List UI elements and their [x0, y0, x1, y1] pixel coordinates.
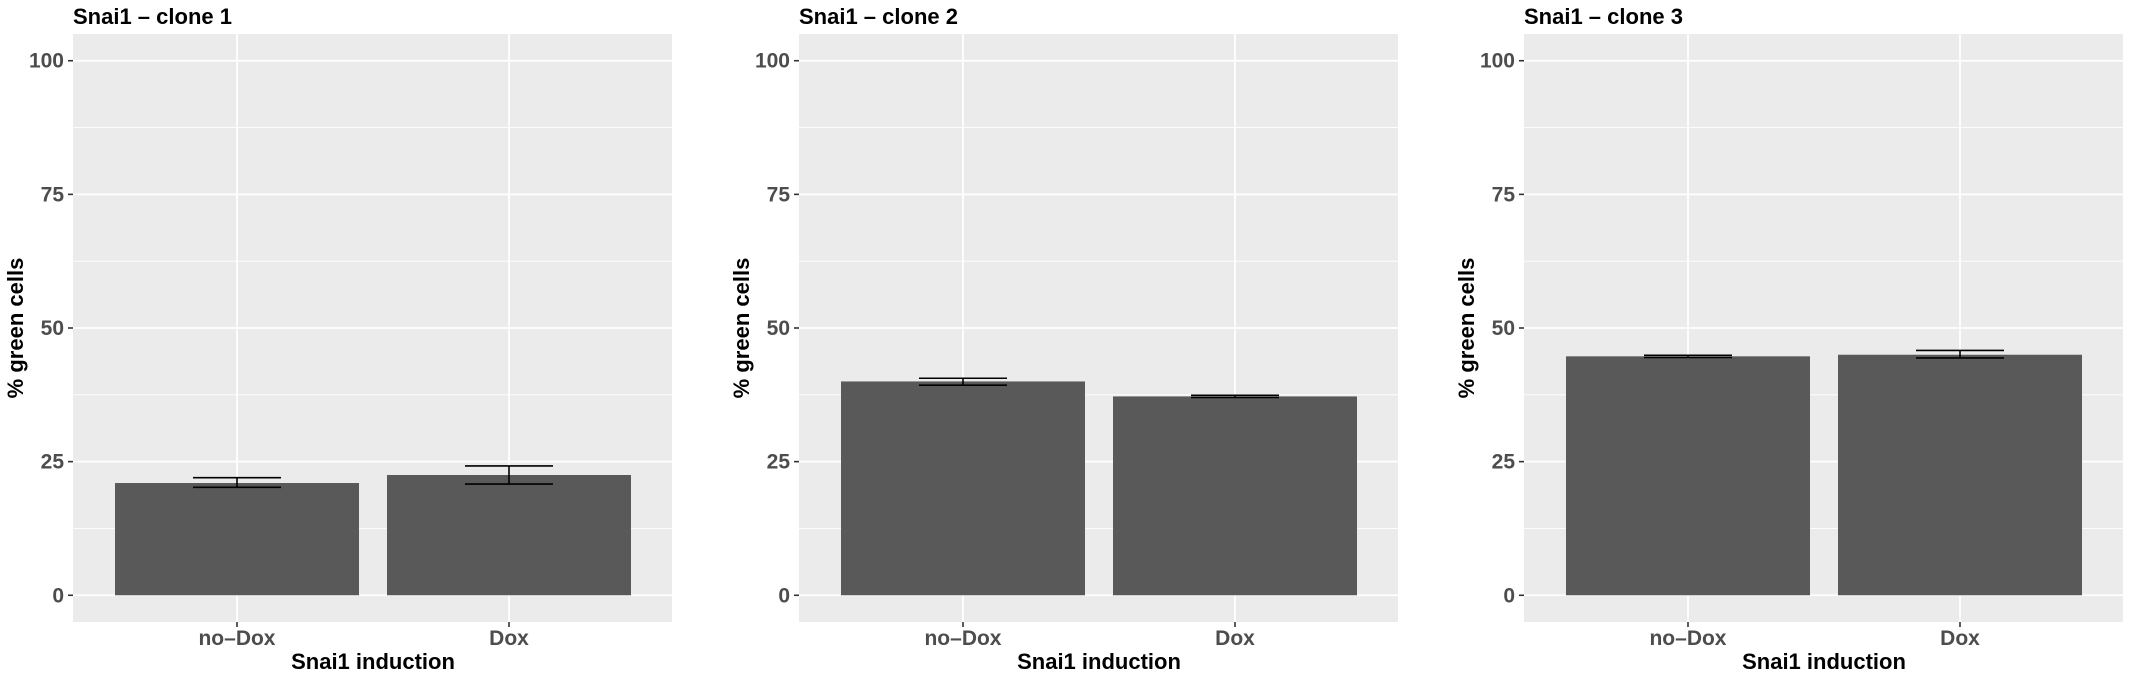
chart-panel: Snai1 – clone 3 0 25 50 75 100 no–Dox Dox Sn… — [1454, 4, 2123, 674]
x-axis-title: Snai1 induction — [291, 649, 455, 674]
y-tick-label: 100 — [755, 50, 790, 73]
y-tick-label: 25 — [767, 451, 791, 474]
y-tick-label: 50 — [1492, 317, 1515, 340]
x-tick-label: Dox — [1940, 627, 1980, 650]
bar — [1838, 354, 2082, 596]
errorbars-layer — [1644, 349, 2004, 359]
x-tick-label: Dox — [1215, 627, 1255, 650]
bar — [1113, 396, 1357, 596]
axis-layer: 0 25 50 75 100 — [1480, 50, 1961, 627]
bars-layer — [115, 475, 631, 596]
y-tick-label: 50 — [41, 317, 64, 340]
y-tick-label: 75 — [767, 183, 791, 206]
axis-layer: 0 25 50 75 100 — [29, 50, 510, 627]
y-tick-label: 25 — [1492, 451, 1516, 474]
axis-layer: 0 25 50 75 100 — [755, 50, 1236, 627]
y-axis-title: % green cells — [729, 258, 754, 399]
bars-layer — [841, 381, 1357, 596]
x-tick-label: no–Dox — [924, 627, 1001, 650]
y-tick-label: 0 — [1503, 584, 1515, 607]
x-axis-title: Snai1 induction — [1742, 649, 1906, 674]
chart-panel: Snai1 – clone 1 0 25 50 75 100 no–Dox Dox Sn… — [3, 4, 672, 674]
errorbars-layer — [193, 465, 553, 489]
bar — [115, 483, 359, 596]
y-tick-label: 75 — [41, 183, 65, 206]
y-tick-label: 0 — [52, 584, 64, 607]
bar — [387, 475, 631, 596]
y-tick-label: 50 — [767, 317, 790, 340]
y-axis-title: % green cells — [3, 258, 28, 399]
errorbars-layer — [919, 377, 1279, 399]
y-tick-label: 25 — [41, 451, 65, 474]
chart-title: Snai1 – clone 3 — [1524, 4, 1683, 29]
bars-layer — [1566, 354, 2082, 596]
x-axis-title: Snai1 induction — [1017, 649, 1181, 674]
chart-panel: Snai1 – clone 2 0 25 50 75 100 no–Dox Dox Sn… — [729, 4, 1398, 674]
x-tick-label: Dox — [489, 627, 529, 650]
chart-title: Snai1 – clone 1 — [73, 4, 232, 29]
y-tick-label: 100 — [29, 50, 64, 73]
y-tick-label: 0 — [778, 584, 790, 607]
bar — [1566, 356, 1810, 596]
chart-title: Snai1 – clone 2 — [799, 4, 958, 29]
y-tick-label: 100 — [1480, 50, 1515, 73]
y-tick-label: 75 — [1492, 183, 1516, 206]
x-tick-label: no–Dox — [198, 627, 275, 650]
y-axis-title: % green cells — [1454, 258, 1479, 399]
x-tick-label: no–Dox — [1649, 627, 1726, 650]
bar — [841, 381, 1085, 596]
